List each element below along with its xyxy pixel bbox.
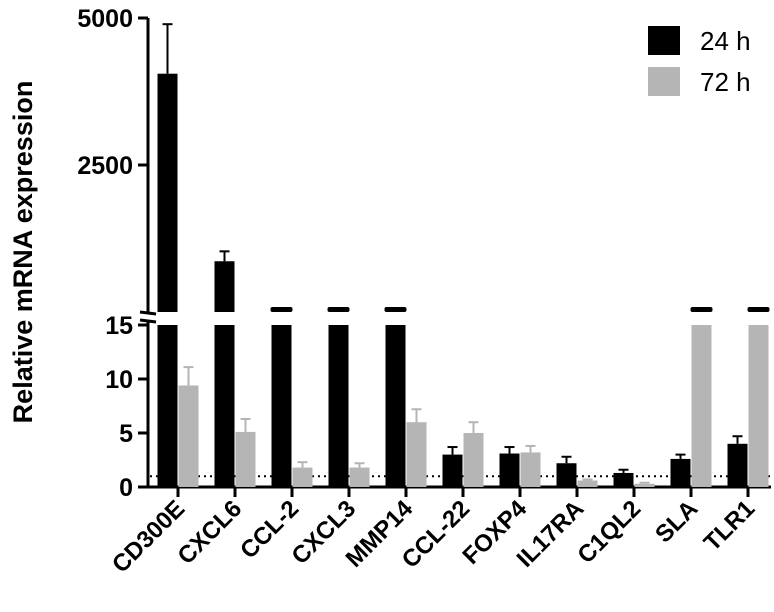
x-tick-label-cxcl6: CXCL6	[173, 495, 248, 570]
bar-ccl-2-72h	[292, 467, 313, 487]
bar-cxcl6-24h-upper	[214, 261, 235, 312]
bar-sla-72h	[691, 325, 712, 487]
x-tick-labels: CD300ECXCL6CCL-2CXCL3MMP14CCL-22FOXP4IL1…	[107, 495, 760, 579]
bar-foxp4-72h	[520, 452, 541, 487]
bar-tlr1-24h	[727, 443, 748, 487]
bar-ccl-22-24h	[442, 454, 463, 487]
bar-c1ql2-24h	[613, 472, 634, 487]
x-tick-label-sla: SLA	[650, 495, 703, 548]
bar-cxcl6-24h-lower	[214, 325, 235, 487]
bar-mmp14-72h	[406, 422, 427, 487]
bar-sla-24h	[670, 458, 691, 487]
bar-ccl-2-24h	[271, 325, 292, 487]
bar-tlr1-72h	[748, 325, 769, 487]
bar-sla-72h-cap	[690, 307, 713, 312]
y-tick-label-0: 0	[119, 474, 133, 502]
bar-cxcl3-24h-cap	[327, 307, 350, 312]
x-ticks	[176, 487, 750, 497]
y-tick-labels: 5000 2500 15 10 5 0	[77, 5, 133, 502]
y-tick-label-5000: 5000	[77, 5, 133, 33]
y-axis-title: Relative mRNA expression	[8, 81, 38, 424]
legend-swatch-24h	[648, 26, 680, 55]
y-tick-label-15: 15	[105, 312, 133, 340]
bar-ccl-22-72h	[463, 433, 484, 487]
legend-swatch-72h	[648, 67, 680, 96]
bar-mmp14-24h-cap	[384, 307, 407, 312]
x-tick-label-c1ql2: C1QL2	[572, 495, 646, 569]
y-tick-label-2500: 2500	[77, 152, 133, 180]
bar-c1ql2-72h	[634, 483, 655, 487]
x-tick-label-cd300e: CD300E	[107, 495, 190, 578]
bar-tlr1-72h-cap	[747, 307, 770, 312]
bar-cxcl6-72h	[235, 431, 256, 487]
bar-il17ra-72h	[577, 480, 598, 487]
y-tick-label-5: 5	[119, 420, 133, 448]
y-axis-title-group: Relative mRNA expression	[8, 81, 38, 424]
bar-cd300e-24h-upper	[157, 73, 178, 312]
bar-ccl-2-24h-cap	[270, 307, 293, 312]
x-tick-label-tlr1: TLR1	[699, 495, 761, 557]
bar-cxcl3-72h	[349, 467, 370, 487]
axis-break-mark-bottom	[139, 318, 157, 324]
bar-foxp4-24h	[499, 453, 520, 487]
bar-il17ra-24h	[556, 463, 577, 487]
bar-cd300e-24h-lower	[157, 325, 178, 487]
bar-cd300e-72h	[178, 385, 199, 487]
legend: 24 h 72 h	[648, 26, 751, 97]
axis-break-mark-top	[139, 310, 157, 316]
bar-mmp14-24h	[385, 325, 406, 487]
bars	[157, 23, 770, 487]
bar-cxcl3-24h	[328, 325, 349, 487]
y-tick-label-10: 10	[105, 366, 133, 394]
legend-label-72h: 72 h	[700, 67, 751, 97]
legend-label-24h: 24 h	[700, 26, 751, 56]
